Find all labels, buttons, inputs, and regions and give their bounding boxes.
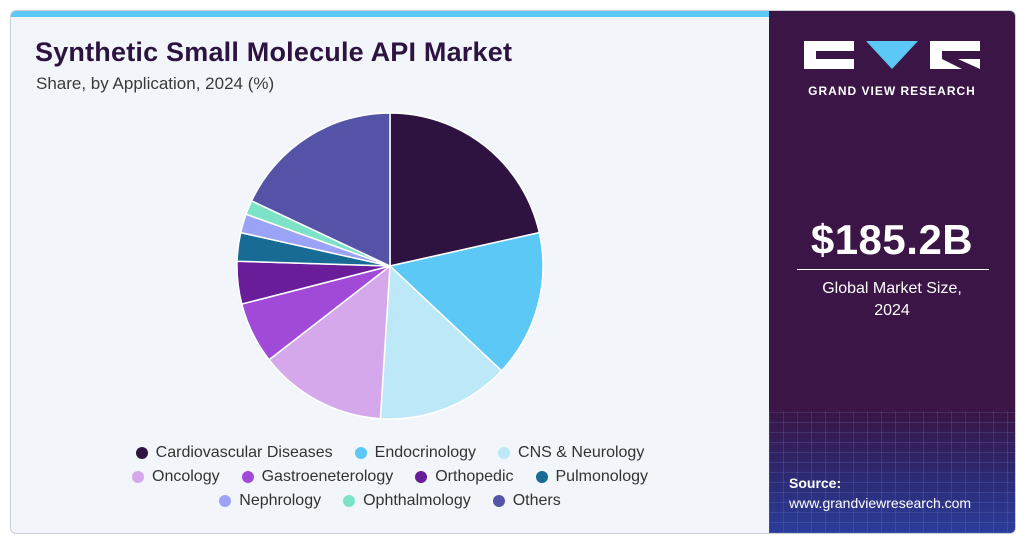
legend-label: Ophthalmology bbox=[363, 492, 471, 509]
brand-logo-icon bbox=[804, 41, 980, 69]
market-size-caption: Global Market Size, 2024 bbox=[769, 278, 1015, 322]
caption-line-2: 2024 bbox=[874, 302, 910, 319]
infographic-card: Synthetic Small Molecule API Market Shar… bbox=[10, 10, 1016, 534]
pie-slice-oncology bbox=[268, 264, 391, 420]
legend-item: CNS & Neurology bbox=[498, 444, 644, 462]
legend-item: Orthopedic bbox=[415, 468, 514, 486]
legend-swatch bbox=[135, 447, 148, 459]
legend-row: Cardiovascular Diseases Endocrinology CNS … bbox=[35, 441, 745, 465]
legend-label: Pulmonology bbox=[555, 468, 649, 485]
market-size-value: $185.2B bbox=[810, 216, 974, 263]
legend-item: Gastroeneterology bbox=[241, 468, 394, 486]
legend-item: Pulmonology bbox=[535, 468, 649, 486]
legend-item: Endocrinology bbox=[354, 444, 477, 462]
pie-chart bbox=[236, 112, 544, 420]
legend-item: Nephrology bbox=[219, 492, 321, 510]
source-link[interactable]: www.grandviewresearch.com bbox=[789, 495, 972, 511]
legend-item: Cardiovascular Diseases bbox=[135, 444, 333, 462]
legend-item: Others bbox=[492, 492, 561, 510]
legend-swatch bbox=[492, 495, 505, 507]
chart-subtitle: Share, by Application, 2024 (%) bbox=[36, 74, 275, 93]
caption-line-1: Global Market Size, bbox=[822, 280, 962, 297]
legend-swatch bbox=[219, 495, 232, 507]
pie-slice-others bbox=[250, 112, 391, 268]
pie-slice-endocrinology bbox=[388, 231, 544, 372]
legend-item: Ophthalmology bbox=[343, 492, 471, 510]
value-divider bbox=[797, 269, 989, 270]
brand-name: GRAND VIEW RESEARCH bbox=[808, 84, 976, 98]
source-label: Source: bbox=[789, 475, 842, 491]
brand-logo: GRAND VIEW RESEARCH bbox=[769, 39, 1015, 98]
legend-label: Orthopedic bbox=[435, 468, 514, 485]
legend-swatch bbox=[132, 471, 144, 483]
legend-item: Oncology bbox=[132, 468, 220, 486]
pie-slice-cardiovascular-diseases bbox=[389, 112, 541, 267]
top-accent-bar bbox=[11, 11, 769, 17]
legend-swatch bbox=[354, 447, 367, 459]
chart-legend: Cardiovascular Diseases Endocrinology CNS … bbox=[35, 441, 745, 513]
legend-row: Nephrology Ophthalmology Others bbox=[35, 489, 745, 513]
legend-swatch bbox=[343, 495, 356, 507]
legend-row: Oncology Gastroeneterology Orthopedic Pulmo… bbox=[35, 465, 745, 489]
legend-swatch bbox=[241, 471, 254, 483]
legend-swatch bbox=[535, 471, 548, 483]
legend-label: Endocrinology bbox=[374, 444, 477, 461]
sidebar-grid-decoration bbox=[769, 411, 1015, 533]
legend-swatch bbox=[498, 447, 511, 459]
source-block: Source: www.grandviewresearch.com bbox=[789, 473, 971, 513]
chart-panel: Synthetic Small Molecule API Market Shar… bbox=[11, 11, 769, 533]
chart-title: Synthetic Small Molecule API Market bbox=[35, 37, 513, 67]
legend-label: Cardiovascular Diseases bbox=[155, 444, 333, 461]
legend-label: Others bbox=[512, 492, 561, 509]
legend-swatch bbox=[415, 471, 428, 483]
legend-label: CNS & Neurology bbox=[518, 444, 645, 461]
pie-slice-cns-neurology bbox=[379, 264, 503, 420]
summary-sidebar: GRAND VIEW RESEARCH $185.2B Global Marke… bbox=[769, 11, 1015, 533]
legend-label: Gastroeneterology bbox=[261, 468, 394, 485]
legend-label: Oncology bbox=[152, 468, 220, 485]
legend-label: Nephrology bbox=[239, 492, 322, 509]
